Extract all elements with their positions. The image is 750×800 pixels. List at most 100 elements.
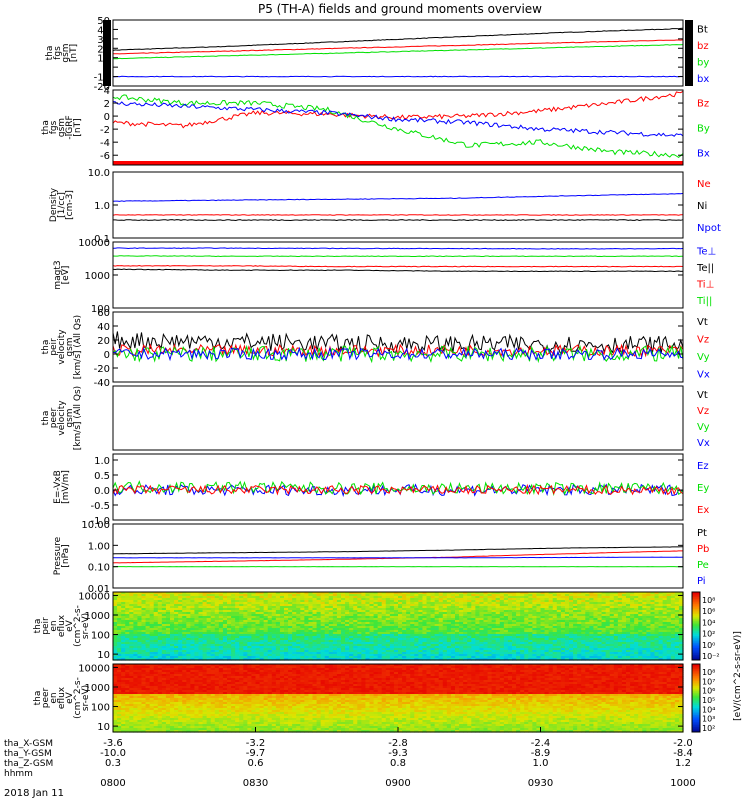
heat-cell — [621, 620, 627, 623]
heat-cell — [353, 608, 358, 611]
heat-cell — [564, 596, 570, 599]
heat-cell — [471, 602, 476, 605]
heat-cell — [414, 614, 419, 617]
heat-cell — [438, 606, 444, 609]
heat-cell — [544, 632, 550, 635]
heat-cell — [658, 594, 664, 597]
heat-cell — [621, 614, 627, 617]
heat-cell — [414, 598, 419, 601]
heat-cell — [263, 602, 269, 605]
heat-cell — [190, 626, 196, 629]
heat-cell — [430, 614, 436, 617]
heat-cell — [605, 628, 611, 631]
heat-cell — [165, 620, 171, 623]
heat-cell — [332, 624, 338, 627]
heat-cell — [137, 606, 143, 609]
heat-cell — [626, 592, 631, 595]
heat-cell — [577, 596, 582, 599]
heat-cell — [564, 616, 570, 619]
heat-cell — [495, 632, 501, 635]
heat-cell — [499, 614, 505, 617]
heat-cell — [190, 630, 196, 633]
heat-cell — [316, 622, 322, 625]
heat-cell — [361, 630, 367, 633]
heat-cell — [214, 628, 220, 631]
heat-cell — [198, 630, 204, 633]
heat-cell — [275, 600, 281, 603]
heat-cell — [125, 616, 130, 619]
heat-cell — [149, 634, 155, 637]
heat-cell — [548, 602, 554, 605]
heat-cell — [410, 594, 415, 597]
heat-cell — [385, 608, 391, 611]
heat-cell — [231, 602, 236, 605]
heat-cell — [475, 630, 481, 633]
heat-cell — [178, 598, 183, 601]
heat-cell — [218, 626, 224, 629]
heat-cell — [410, 592, 415, 595]
heat-cell — [198, 594, 204, 597]
heat-cell — [345, 600, 350, 603]
heat-cell — [308, 600, 314, 603]
heat-cell — [650, 626, 656, 629]
heat-cell — [349, 630, 354, 633]
heat-cell — [275, 598, 281, 601]
heat-cell — [589, 628, 595, 631]
heat-cell — [194, 626, 200, 629]
heat-cell — [231, 604, 236, 607]
heat-cell — [446, 632, 452, 635]
heat-cell — [430, 610, 436, 613]
heat-cell — [247, 592, 253, 595]
heat-cell — [133, 634, 139, 637]
heat-cell — [455, 596, 460, 599]
heat-cell — [438, 594, 444, 597]
heat-cell — [349, 624, 354, 627]
series-line-fgs_dsl — [112, 94, 684, 159]
heat-cell — [564, 618, 570, 621]
heat-cell — [312, 602, 318, 605]
heat-cell — [532, 622, 538, 625]
heat-cell — [654, 628, 660, 631]
heat-cell — [381, 616, 387, 619]
heat-cell — [422, 630, 428, 633]
heat-cell — [446, 624, 452, 627]
heat-cell — [617, 620, 623, 623]
heat-cell — [198, 592, 204, 595]
heat-cell — [186, 612, 191, 615]
heat-cell — [560, 600, 566, 603]
heat-cell — [369, 608, 375, 611]
heat-cell — [552, 614, 558, 617]
heat-cell — [605, 620, 611, 623]
heat-cell — [125, 598, 130, 601]
heat-cell — [605, 616, 611, 619]
heat-cell — [662, 628, 668, 631]
heat-cell — [406, 598, 411, 601]
heat-cell — [626, 594, 631, 597]
heat-cell — [341, 628, 346, 631]
heat-cell — [247, 630, 253, 633]
heat-cell — [658, 614, 664, 617]
heat-cell — [174, 624, 179, 627]
heat-cell — [674, 600, 680, 603]
heat-cell — [239, 624, 244, 627]
heat-cell — [674, 610, 680, 613]
heat-cell — [393, 600, 399, 603]
heat-cell — [121, 598, 126, 601]
heat-cell — [133, 594, 139, 597]
heat-cell — [206, 608, 212, 611]
heat-cell — [556, 630, 562, 633]
heat-cell — [402, 616, 407, 619]
heat-cell — [231, 592, 236, 595]
heat-cell — [357, 632, 362, 635]
heat-cell — [312, 604, 318, 607]
heat-cell — [552, 632, 558, 635]
heat-cell — [227, 602, 232, 605]
heat-cell — [361, 592, 367, 595]
heat-cell — [247, 624, 253, 627]
heat-cell — [658, 602, 664, 605]
heat-cell — [438, 614, 444, 617]
heat-cell — [263, 626, 269, 629]
heat-cell — [345, 622, 350, 625]
heat-cell — [361, 600, 367, 603]
heat-cell — [210, 618, 216, 621]
